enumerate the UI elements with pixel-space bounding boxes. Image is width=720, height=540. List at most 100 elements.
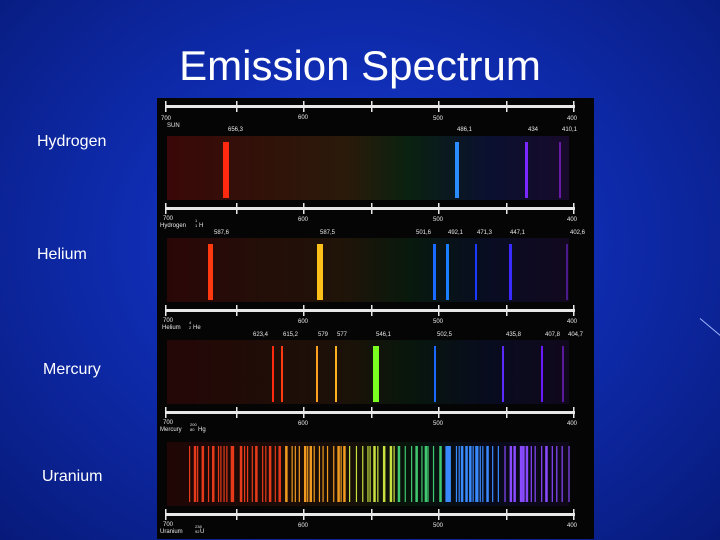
scale-bar-mercury [165, 411, 575, 414]
tick-he-500: 500 [433, 319, 444, 325]
emission-line-uranium [201, 446, 205, 502]
emission-line-uranium [568, 446, 570, 502]
axis-h-number: 1 [195, 223, 198, 228]
emission-line-uranium [217, 446, 220, 502]
emission-line-uranium [193, 446, 197, 502]
emission-line-uranium [382, 446, 386, 502]
band-helium [167, 238, 569, 302]
emission-line-uranium [274, 446, 276, 502]
axis-h-name: Hydrogen [160, 223, 186, 229]
scale-tick [303, 101, 305, 112]
emission-line-uranium [389, 446, 393, 502]
emission-line-uranium [189, 446, 191, 502]
scale-tick [165, 407, 167, 418]
axis-u-mass: 238 [195, 524, 202, 529]
scale-tick [438, 203, 440, 214]
emission-line-mercury [541, 346, 543, 402]
emission-line-helium [433, 244, 436, 300]
emission-line-uranium [421, 446, 423, 502]
scale-tick [438, 305, 440, 316]
axis-he-number: 2 [189, 325, 192, 330]
scale-tick [236, 305, 238, 316]
scale-tick [371, 203, 373, 214]
emission-line-mercury [373, 346, 379, 402]
emission-line-uranium [349, 446, 351, 502]
line-label-he-3: 579 [318, 332, 329, 338]
emission-line-uranium [545, 446, 548, 502]
emission-line-uranium [298, 446, 300, 502]
emission-line-uranium [262, 446, 264, 502]
scale-tick [303, 203, 305, 214]
emission-line-uranium [255, 446, 258, 502]
emission-line-uranium [458, 446, 460, 502]
tick-top-600: 600 [298, 115, 309, 121]
axis-he-mass: 4 [189, 320, 192, 325]
emission-line-uranium [367, 446, 369, 502]
emission-line-uranium [377, 446, 379, 502]
emission-line-helium [509, 244, 512, 300]
label-hydrogen: Hydrogen [37, 133, 107, 150]
axis-he-name: Helium [162, 325, 181, 331]
line-label-sun-3: 434 [528, 127, 539, 133]
emission-line-uranium [294, 446, 296, 502]
scale-tick [573, 305, 575, 316]
emission-line-uranium [449, 446, 451, 502]
scale-tick [438, 509, 440, 520]
emission-line-uranium [522, 446, 525, 502]
axis-hg-symbol: Hg [198, 427, 206, 433]
axis-u-name: Uranium [160, 529, 183, 535]
emission-line-hydrogen [525, 142, 528, 198]
emission-line-uranium [373, 446, 376, 502]
emission-line-mercury [502, 346, 504, 402]
scale-tick [303, 407, 305, 418]
axis-h-symbol: H [199, 223, 203, 229]
emission-line-uranium [411, 446, 413, 502]
emission-line-mercury [281, 346, 283, 402]
emission-line-uranium [197, 446, 199, 502]
emission-line-uranium [278, 446, 281, 502]
axis-top-name: SUN [167, 123, 180, 129]
emission-line-helium [566, 244, 568, 300]
scale-tick [506, 101, 508, 112]
label-uranium: Uranium [42, 468, 103, 485]
scale-tick [371, 101, 373, 112]
line-label-he-5: 546,1 [376, 332, 392, 338]
line-label-h-6: 447,1 [510, 230, 526, 236]
axis-hg-number: 80 [190, 427, 195, 432]
emission-line-uranium [513, 446, 516, 502]
line-label-he-9: 404,7 [568, 332, 584, 338]
emission-line-uranium [333, 446, 335, 502]
tick-h-500: 500 [433, 217, 444, 223]
scale-tick [236, 101, 238, 112]
emission-line-uranium [303, 446, 307, 502]
line-label-h-4: 492,1 [448, 230, 464, 236]
emission-line-hydrogen [223, 142, 229, 198]
spectrum-panel: 700 SUN 600 500 400 656,3 486,1 434 410,… [157, 98, 594, 539]
axis-hg-name: Mercury [160, 427, 182, 433]
emission-line-uranium [479, 446, 481, 502]
tick-u-700: 700 [163, 522, 174, 528]
tick-he-600: 600 [298, 319, 309, 325]
emission-line-helium [446, 244, 449, 300]
emission-line-uranium [504, 446, 506, 502]
line-label-he-6: 502,5 [437, 332, 453, 338]
emission-line-uranium [265, 446, 267, 502]
emission-line-uranium [439, 446, 442, 502]
emission-line-uranium [340, 446, 342, 502]
line-label-sun-1: 656,3 [228, 127, 244, 133]
emission-line-uranium [251, 446, 253, 502]
emission-line-uranium [497, 446, 499, 502]
emission-line-uranium [472, 446, 474, 502]
tick-hg-600: 600 [298, 421, 309, 427]
emission-line-uranium [475, 446, 478, 502]
scale-tick [165, 305, 167, 316]
emission-line-uranium [313, 446, 315, 502]
emission-line-uranium [534, 446, 536, 502]
emission-line-uranium [525, 446, 529, 502]
emission-line-uranium [432, 446, 435, 502]
emission-line-uranium [223, 446, 225, 502]
emission-line-uranium [362, 446, 364, 502]
tick-top-700: 700 [161, 116, 172, 122]
tick-h-700: 700 [163, 216, 174, 222]
scale-tick [165, 509, 167, 520]
